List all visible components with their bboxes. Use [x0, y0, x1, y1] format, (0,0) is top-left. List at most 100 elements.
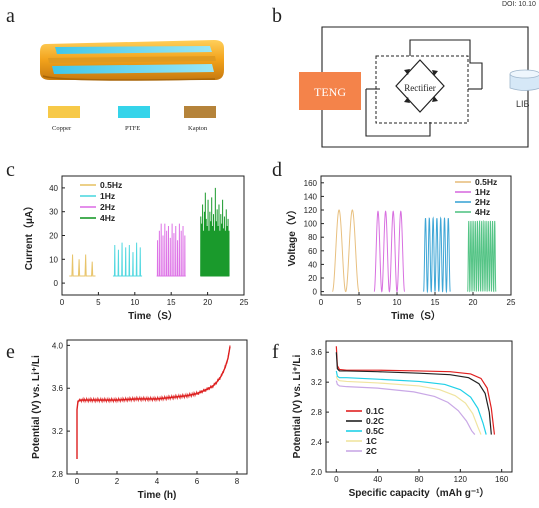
series-line-0.5Hz [332, 209, 360, 293]
x-tick-label: 0 [319, 298, 324, 307]
y-tick-label: 20 [308, 274, 317, 283]
x-tick-label: 20 [469, 298, 478, 307]
series-line-0.5Hz [69, 254, 96, 277]
y-axis-title: Potential (V) vs. Li⁺/Li [31, 355, 42, 459]
y-tick-label: 0 [54, 279, 59, 288]
panel-c-label: c [6, 159, 15, 181]
panel-b-label: b [272, 5, 282, 27]
x-tick-label: 5 [96, 298, 101, 307]
series-line-4Hz [467, 219, 497, 293]
x-tick-label: 4 [155, 477, 160, 486]
series-line-0.2C [335, 352, 492, 435]
y-axis-title: Current（μA） [22, 201, 35, 270]
y-tick-label: 2.4 [311, 438, 323, 447]
y-tick-label: 40 [308, 260, 317, 269]
teng-box [299, 72, 361, 110]
legend-label: 0.2C [366, 416, 384, 426]
panel-e-label: e [6, 341, 15, 363]
y-tick-label: 10 [49, 255, 58, 264]
panel-a-label: a [6, 5, 15, 27]
x-tick-label: 25 [507, 298, 516, 307]
legend-label: 2Hz [475, 197, 490, 207]
series-line-4Hz [200, 187, 230, 277]
y-tick-label: 100 [304, 220, 318, 229]
x-tick-label: 120 [454, 475, 468, 484]
doi-text: DOI: 10.10 [502, 1, 536, 8]
y-tick-label: 40 [49, 184, 58, 193]
x-axis-title: Specific capacity（mAh g⁻¹） [349, 486, 490, 499]
y-tick-label: 3.2 [311, 378, 323, 387]
rectifier-box [375, 55, 469, 124]
y-tick-label: 3.6 [52, 384, 64, 393]
teng-label: TENG [314, 85, 346, 99]
series-line-1C [335, 375, 482, 435]
plot-frame [320, 175, 512, 296]
panel-d-label: d [272, 159, 282, 181]
materials-legend: Copper PTFE Kapton [48, 106, 216, 132]
x-tick-label: 0 [75, 477, 80, 486]
lib-label: LIB [516, 99, 530, 109]
x-tick-label: 15 [431, 298, 440, 307]
legend-label: 2C [366, 446, 377, 456]
x-tick-label: 80 [415, 475, 424, 484]
series-line-0.1C [335, 346, 496, 435]
y-axis-title: Voltage（V） [285, 204, 298, 266]
x-tick-label: 5 [357, 298, 362, 307]
x-tick-label: 160 [495, 475, 509, 484]
legend-label: 1Hz [475, 187, 490, 197]
y-tick-label: 0 [313, 288, 318, 297]
legend-label: 0.1C [366, 406, 384, 416]
x-tick-label: 20 [203, 298, 212, 307]
ptfe-swatch [118, 106, 150, 118]
y-tick-label: 160 [304, 179, 318, 188]
legend-label: 1Hz [100, 191, 115, 201]
plot-frame [325, 340, 513, 473]
x-axis-title: Time（S） [391, 309, 441, 322]
legend-label: 0.5C [366, 426, 384, 436]
copper-swatch [48, 106, 80, 118]
chart-current: 0 5 10 15 20 25 0 10 20 30 40 Time（S） Current（μA） 0.5… [22, 175, 249, 322]
diode-icons [404, 69, 438, 103]
x-tick-label: 25 [240, 298, 249, 307]
kapton-swatch [184, 106, 216, 118]
chart-discharge: 0 40 80 120 160 2.0 2.4 2.8 3.2 3.6 Specific capac… [292, 340, 513, 499]
legend-label: 0.5Hz [100, 180, 122, 190]
battery-icon [509, 69, 539, 91]
legend-label: 4Hz [100, 213, 115, 223]
y-tick-label: 120 [304, 206, 318, 215]
circuit-diagram: TENG Rectifier LIB [299, 26, 539, 148]
plot-frame [66, 339, 248, 475]
y-axis-title: Potential (V) vs. Li⁺/Li [292, 354, 303, 458]
series-line-1Hz [373, 210, 406, 293]
y-tick-label: 140 [304, 192, 318, 201]
y-tick-label: 3.6 [311, 348, 323, 357]
y-tick-label: 4.0 [52, 341, 64, 350]
y-tick-label: 2.0 [311, 468, 323, 477]
x-tick-label: 0 [60, 298, 65, 307]
series-line-2Hz [423, 216, 451, 294]
x-tick-label: 10 [130, 298, 139, 307]
chart-voltage: 0 5 10 15 20 25 0 20 40 60 80 100 120 140 160 Time（S） Vo… [285, 175, 516, 322]
x-axis-title: Time（S） [128, 309, 178, 322]
x-tick-label: 10 [393, 298, 402, 307]
device-illustration [40, 40, 224, 81]
y-tick-label: 80 [308, 233, 317, 242]
series-line-0.5C [335, 370, 487, 435]
y-tick-label: 2.8 [52, 470, 64, 479]
legend-label: 2Hz [100, 202, 115, 212]
y-tick-label: 30 [49, 208, 58, 217]
panel-f-label: f [272, 341, 279, 363]
x-tick-label: 0 [334, 475, 339, 484]
x-tick-label: 15 [167, 298, 176, 307]
x-tick-label: 8 [235, 477, 240, 486]
x-tick-label: 2 [115, 477, 120, 486]
y-tick-label: 20 [49, 232, 58, 241]
legend-label: 0.5Hz [475, 177, 497, 187]
legend-label: 4Hz [475, 207, 490, 217]
kapton-label: Kapton [188, 125, 208, 132]
series-line-1Hz [112, 242, 143, 277]
copper-label: Copper [52, 125, 72, 132]
chart-charging: 0 2 4 6 8 2.8 3.2 3.6 4.0 Time (h) Potential (V) v… [31, 339, 248, 501]
y-tick-label: 2.8 [311, 408, 323, 417]
y-tick-label: 60 [308, 247, 317, 256]
